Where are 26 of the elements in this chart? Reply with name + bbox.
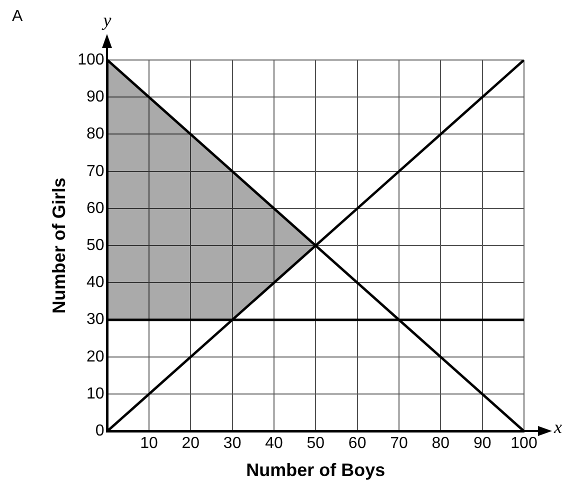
x-tick-label: 20 <box>182 435 200 452</box>
y-tick-label: 10 <box>86 385 104 402</box>
x-tick-label: 100 <box>510 435 538 452</box>
x-tick-label: 70 <box>390 435 408 452</box>
y-tick-label: 100 <box>78 51 104 68</box>
y-tick-label: 50 <box>86 237 104 254</box>
y-tick-label: 70 <box>86 162 104 180</box>
text: x <box>554 417 562 438</box>
y-tick-label: 80 <box>86 126 104 143</box>
x-tick-label: 10 <box>140 435 158 452</box>
text: y <box>103 10 112 31</box>
y-tick-label: 20 <box>86 348 104 366</box>
x-tick-label: 80 <box>432 435 450 452</box>
text: A <box>12 8 23 26</box>
y-tick-label: 0 <box>95 422 104 440</box>
y-tick-label: 90 <box>86 88 104 106</box>
x-tick-label: 40 <box>265 435 283 452</box>
x-tick-label: 60 <box>348 435 366 452</box>
x-tick-label: 30 <box>223 435 242 452</box>
y-tick-label: 40 <box>86 274 104 292</box>
x-axis-title: Number of Boys <box>246 460 386 480</box>
y-tick-label: 60 <box>86 200 104 217</box>
y-tick-label: 30 <box>86 311 104 328</box>
x-tick-label: 50 <box>306 435 325 452</box>
x-tick-label: 90 <box>473 435 492 452</box>
y-axis-title: Number of Girls <box>48 178 69 314</box>
